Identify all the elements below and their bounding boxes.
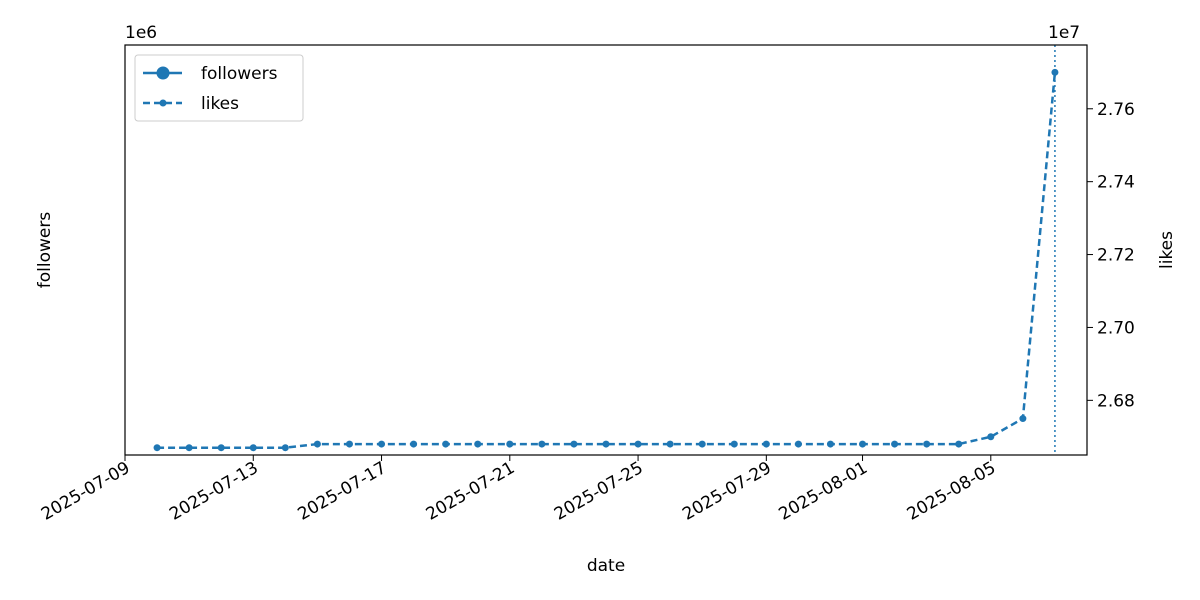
likes-point [730,440,738,448]
likes-point [698,440,706,448]
x-axis-label: date [587,556,625,576]
right-axis-offset-label: 1e7 [1048,23,1080,43]
likes-point [794,440,802,448]
likes-point [826,440,834,448]
right-y-axis: 2.68 2.70 2.72 2.74 2.76 [1087,100,1135,411]
likes-point [185,444,193,452]
likes-point [602,440,610,448]
x-tick-label: 2025-07-21 [423,458,519,525]
x-tick-label: 2025-07-09 [38,458,134,525]
x-tick-label: 2025-07-13 [166,458,262,525]
legend-box [134,54,304,122]
likes-point [634,440,642,448]
left-y-axis-label: followers [35,212,55,289]
right-y-tick-label: 2.68 [1097,391,1135,411]
likes-point [506,440,514,448]
likes-point [313,440,321,448]
right-y-tick-label: 2.76 [1097,100,1135,120]
likes-point [217,444,225,452]
plot-frame [124,44,1088,456]
legend-likes-marker [159,99,167,107]
right-y-tick-label: 2.70 [1097,318,1135,338]
x-tick-label: 2025-08-01 [775,458,871,525]
left-axis-offset-label: 1e6 [125,23,157,43]
right-y-axis-label: likes [1157,231,1177,269]
x-axis: 2025-07-09 2025-07-13 2025-07-17 2025-07-21… [38,455,999,525]
likes-point [1051,68,1059,76]
likes-point [410,440,418,448]
likes-point [955,440,963,448]
legend: followers likes [134,54,304,122]
likes-point [378,440,386,448]
x-tick-label: 2025-07-29 [679,458,775,525]
legend-followers-label: followers [201,64,278,84]
likes-point [538,440,546,448]
likes-point [570,440,578,448]
likes-point [442,440,450,448]
x-tick-label: 2025-07-17 [294,458,390,525]
likes-point [153,444,161,452]
series-line-likes [157,72,1057,449]
likes-point [345,440,353,448]
likes-point [1019,415,1027,423]
legend-followers-marker [156,66,170,80]
series-likes [153,68,1059,452]
plot-area [153,45,1059,455]
likes-point [891,440,899,448]
right-y-tick-label: 2.72 [1097,246,1135,266]
likes-point [474,440,482,448]
likes-point [923,440,931,448]
right-y-tick-label: 2.74 [1097,173,1135,193]
x-tick-label: 2025-07-25 [551,458,647,525]
likes-point [987,433,995,441]
likes-point [281,444,289,452]
x-tick-label: 2025-08-05 [904,458,1000,525]
likes-point [249,444,257,452]
likes-point [859,440,867,448]
legend-likes-label: likes [201,94,239,114]
likes-point [762,440,770,448]
likes-point [666,440,674,448]
